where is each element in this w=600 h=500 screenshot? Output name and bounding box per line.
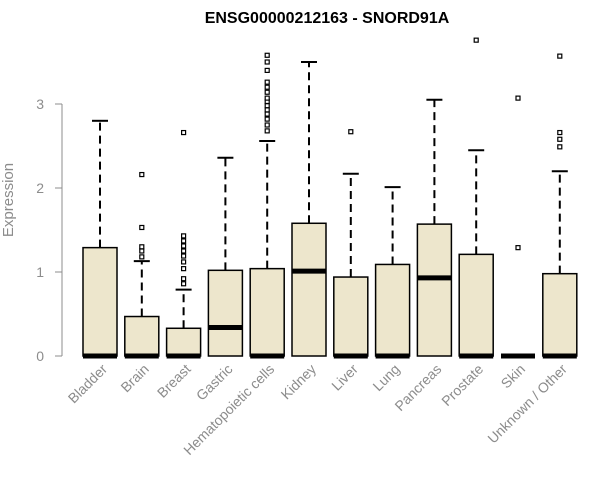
outlier-point <box>181 233 187 239</box>
outlier-point <box>181 266 187 272</box>
outlier-point <box>264 79 270 85</box>
outlier-point <box>264 103 270 109</box>
outlier-point <box>139 224 145 231</box>
outlier-point <box>139 171 145 178</box>
box-group <box>458 37 494 359</box>
outlier-point <box>181 276 187 282</box>
outlier-point <box>264 128 270 134</box>
box-iqr <box>291 222 327 357</box>
box-group <box>124 171 160 359</box>
outlier-point <box>264 89 270 95</box>
chart-title: ENSG00000212163 - SNORD91A <box>205 10 450 27</box>
y-tick-label: 0 <box>36 348 44 364</box>
plot-area <box>82 37 578 359</box>
outlier-point <box>264 52 270 58</box>
outlier-point <box>139 248 145 254</box>
box-iqr <box>249 267 285 357</box>
outlier-point <box>139 244 145 250</box>
box-iqr <box>374 263 411 357</box>
y-axis: 0 1 2 3 <box>36 96 63 364</box>
outlier-point <box>557 53 563 59</box>
y-axis-label: Expression <box>0 163 17 237</box>
outlier-point <box>181 248 187 254</box>
y-tick-label: 3 <box>36 96 44 112</box>
outlier-point <box>181 129 187 136</box>
outlier-point <box>264 95 270 101</box>
box-iqr <box>124 315 160 357</box>
box-group <box>542 53 578 359</box>
x-tick-label: Liver <box>328 361 361 394</box>
x-tick-label: Skin <box>498 361 529 392</box>
x-tick-label: Breast <box>154 361 194 401</box>
outlier-point <box>557 136 563 142</box>
x-tick-label: Bladder <box>65 361 111 407</box>
box-iqr <box>82 246 118 357</box>
outlier-point <box>264 67 270 74</box>
y-tick-label: 1 <box>36 264 44 280</box>
outlier-point <box>515 95 521 101</box>
outlier-point <box>515 245 521 251</box>
box-group <box>374 186 411 359</box>
box-iqr <box>458 253 494 357</box>
box-group <box>165 129 202 359</box>
box-group <box>501 95 535 359</box>
outlier-point <box>348 129 354 135</box>
outlier-point <box>181 281 187 287</box>
outlier-point <box>264 107 270 113</box>
box-iqr <box>416 223 453 357</box>
outlier-point <box>181 259 187 265</box>
box-iqr <box>165 327 202 357</box>
x-tick-label: Prostate <box>438 361 486 409</box>
box-group <box>291 61 327 357</box>
box-iqr <box>333 276 369 357</box>
outlier-point <box>264 59 270 65</box>
outlier-point <box>181 238 187 244</box>
outlier-point <box>557 129 563 136</box>
outlier-point <box>181 243 187 249</box>
x-tick-label: Brain <box>117 361 151 395</box>
box-iqr <box>542 272 578 357</box>
box-group <box>207 156 244 357</box>
box-group <box>249 52 285 359</box>
box-group <box>333 129 369 359</box>
x-tick-label: Kidney <box>278 361 320 403</box>
box-iqr <box>207 269 244 357</box>
outlier-point <box>264 116 270 122</box>
outlier-point <box>139 254 145 260</box>
outlier-point <box>264 84 270 90</box>
y-tick-label: 2 <box>36 180 44 196</box>
outlier-point <box>181 253 187 259</box>
x-tick-label: Unknown / Other <box>484 361 570 447</box>
outlier-point <box>473 37 479 43</box>
box-group <box>416 98 453 357</box>
outlier-point <box>557 144 563 150</box>
outlier-point <box>264 111 270 117</box>
outlier-point <box>264 122 270 128</box>
x-tick-label: Lung <box>369 361 402 394</box>
box-group <box>82 119 118 359</box>
